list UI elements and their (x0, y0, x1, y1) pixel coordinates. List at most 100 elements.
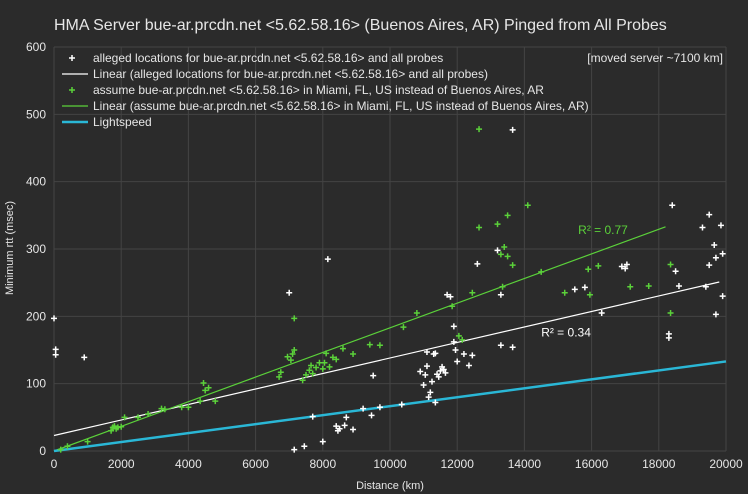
chart-title: HMA Server bue-ar.prcdn.net <5.62.58.16>… (54, 17, 667, 34)
y-tick-label: 0 (39, 444, 46, 458)
data-point (432, 350, 439, 357)
data-point (497, 251, 504, 258)
data-point (454, 358, 461, 365)
trendline-3 (53, 226, 666, 452)
data-point (398, 401, 405, 408)
data-point (447, 293, 454, 300)
lightspeed-line (53, 360, 727, 453)
data-point (504, 212, 511, 219)
data-point (455, 332, 462, 339)
data-point (306, 367, 313, 374)
data-point (321, 359, 328, 366)
moved-server-annotation: [moved server ~7100 km] (587, 51, 723, 65)
data-point (326, 363, 333, 370)
data-point (289, 351, 296, 358)
legend-entry: Linear (assume bue-ar.prcdn.net <5.62.58… (93, 99, 589, 113)
x-tick-label: 12000 (441, 457, 475, 471)
data-point (712, 311, 719, 318)
data-point (422, 371, 429, 378)
data-point (494, 221, 501, 228)
data-point (719, 293, 726, 300)
x-tick-label: 10000 (373, 457, 407, 471)
trendline-1 (53, 281, 720, 437)
y-tick-label: 600 (26, 40, 46, 54)
data-point (706, 211, 713, 218)
data-point (627, 283, 634, 290)
data-point (291, 347, 298, 353)
data-point (561, 289, 568, 296)
data-point (435, 373, 442, 380)
data-point (178, 404, 185, 411)
data-point (339, 345, 346, 352)
data-point (417, 368, 424, 375)
data-point (669, 202, 676, 209)
y-tick-label: 400 (26, 175, 46, 189)
data-point (474, 260, 481, 267)
x-tick-label: 20000 (709, 457, 743, 471)
x-tick-label: 2000 (108, 457, 135, 471)
data-point (376, 342, 383, 349)
data-point (427, 389, 434, 396)
data-point (301, 443, 308, 450)
data-point (52, 346, 59, 353)
data-point (450, 323, 457, 330)
data-point (276, 373, 283, 380)
data-point (440, 366, 447, 373)
data-point (197, 398, 204, 405)
data-point (341, 422, 348, 429)
data-point (702, 283, 709, 290)
data-point (286, 289, 293, 296)
x-tick-label: 6000 (242, 457, 269, 471)
r-squared-label: R² = 0.77 (578, 223, 628, 237)
data-point (145, 410, 152, 417)
data-point (52, 351, 59, 358)
data-point (429, 378, 435, 385)
grid-lines (53, 46, 727, 452)
data-point (420, 382, 427, 389)
data-point (581, 284, 588, 291)
data-point (509, 126, 516, 133)
legend-marker (69, 55, 75, 61)
x-tick-label: 14000 (508, 457, 542, 471)
data-point (432, 399, 439, 406)
data-point (476, 224, 483, 231)
data-point (623, 261, 630, 268)
data-point (329, 354, 336, 361)
data-point (400, 324, 407, 331)
legend-marker (69, 87, 75, 93)
data-point (571, 286, 578, 293)
legend-entry: alleged locations for bue-ar.prcdn.net <… (93, 51, 443, 65)
data-point (509, 262, 516, 269)
data-point (333, 423, 340, 430)
data-point (205, 384, 212, 391)
data-point (277, 369, 284, 376)
data-point (442, 369, 449, 376)
data-point (717, 222, 724, 229)
data-point (368, 412, 375, 419)
data-point (135, 414, 141, 421)
data-point (497, 342, 504, 349)
data-point (449, 303, 456, 310)
data-point (84, 438, 91, 445)
data-point (618, 263, 625, 270)
data-point (313, 364, 320, 371)
x-axis-label: Distance (km) (356, 480, 424, 492)
data-point (494, 247, 501, 254)
data-point (57, 446, 64, 453)
series-0-points (51, 126, 726, 453)
data-point (370, 372, 377, 379)
data-point (287, 357, 294, 364)
data-point (450, 338, 457, 345)
x-tick-label: 8000 (309, 457, 336, 471)
data-point (444, 291, 451, 298)
data-point (376, 404, 383, 411)
data-point (413, 309, 420, 316)
data-point (497, 291, 504, 298)
data-point (469, 289, 476, 296)
data-point (465, 362, 472, 369)
data-point (469, 352, 476, 359)
data-point (675, 283, 682, 290)
data-point (333, 356, 340, 363)
r-squared-label: R² = 0.34 (541, 326, 591, 340)
